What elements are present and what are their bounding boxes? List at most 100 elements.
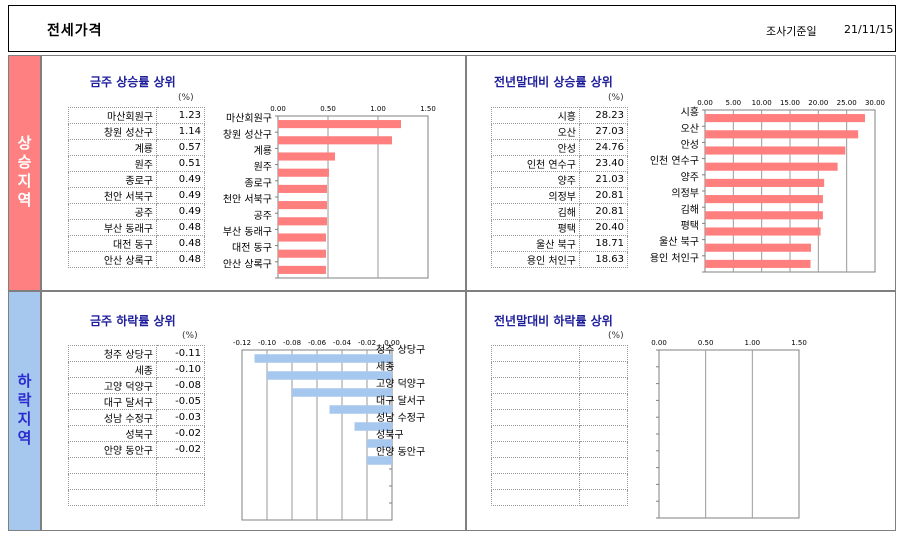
rate-value — [156, 473, 205, 490]
region-name — [491, 457, 580, 474]
bar — [705, 130, 859, 139]
rate-value: 18.63 — [579, 251, 628, 268]
category-label: 의정부 — [671, 188, 699, 200]
weekly-rise-table: 마산회원구 1.23 창원 성산구 1.14 계룡 0.57 원주 0.51 종로구 0.49 천안… — [68, 107, 205, 268]
bar — [705, 146, 846, 155]
bar — [278, 168, 329, 177]
rate-value: 27.03 — [579, 123, 628, 140]
rate-value: 24.76 — [579, 139, 628, 156]
survey-date: 21/11/15 — [844, 23, 894, 36]
category-label: 용인 처인구 — [650, 252, 699, 264]
region-name — [491, 473, 580, 490]
category-label: 마산회원구 — [226, 113, 272, 125]
rate-value — [579, 441, 628, 458]
bar — [278, 249, 326, 258]
category-label: 대구 달서구 — [376, 395, 425, 407]
bar — [267, 371, 392, 380]
table-row: 공주 0.49 — [68, 203, 205, 220]
table-row: 용인 처인구 18.63 — [491, 251, 628, 268]
fall-region-text: 하락지역 — [15, 373, 33, 449]
weekly-fall-panel: 금주 하락률 상위 (%) 청주 상당구 -0.11 세종 -0.10 고양 덕양구 -0… — [41, 291, 466, 531]
rate-value: 20.81 — [579, 187, 628, 204]
fall-region-label: 하락지역 — [8, 291, 41, 531]
rate-value — [579, 409, 628, 426]
category-label: 평택 — [681, 220, 699, 232]
table-row: 천안 서북구 0.49 — [68, 187, 205, 204]
rate-value: 1.14 — [156, 123, 205, 140]
rate-value — [579, 377, 628, 394]
x-tick-label: 10.00 — [752, 99, 772, 107]
x-tick-label: -0.06 — [308, 339, 327, 347]
bar — [367, 456, 392, 465]
x-tick-label: 1.50 — [420, 105, 436, 113]
bar — [705, 114, 865, 123]
region-name — [491, 409, 580, 426]
table-row — [68, 457, 205, 474]
x-tick-label: 5.00 — [726, 99, 742, 107]
region-name: 안산 상록구 — [68, 251, 157, 268]
x-tick-label: 0.00 — [651, 339, 667, 347]
rate-value: 20.40 — [579, 219, 628, 236]
report-header: 전세가격 조사기준일 21/11/15 — [8, 5, 896, 52]
region-name: 부산 동래구 — [68, 219, 157, 236]
region-name: 인천 연수구 — [491, 155, 580, 172]
x-tick-label: 1.00 — [745, 339, 761, 347]
bar — [329, 405, 392, 414]
rate-value — [156, 489, 205, 506]
region-name: 종로구 — [68, 171, 157, 188]
region-name: 안양 동안구 — [68, 441, 157, 458]
table-row — [491, 345, 628, 362]
weekly-fall-table: 청주 상당구 -0.11 세종 -0.10 고양 덕양구 -0.08 대구 달서구 -0.05… — [68, 345, 205, 506]
table-row: 고양 덕양구 -0.08 — [68, 377, 205, 394]
ytd-rise-panel: 전년말대비 상승률 상위 (%) 시흥 28.23 오산 27.03 안성 24.76 인천… — [466, 55, 896, 291]
weekly-fall-unit: (%) — [182, 331, 198, 341]
rate-value — [579, 457, 628, 474]
category-label: 울산 북구 — [659, 236, 699, 248]
table-row: 안성 24.76 — [491, 139, 628, 156]
region-name: 대전 동구 — [68, 235, 157, 252]
x-tick-label: -0.10 — [258, 339, 276, 347]
rate-value: -0.02 — [156, 425, 205, 442]
region-name — [491, 441, 580, 458]
table-row: 시흥 28.23 — [491, 107, 628, 124]
bar — [278, 184, 327, 193]
x-tick-label: 15.00 — [780, 99, 800, 107]
table-row: 안양 동안구 -0.02 — [68, 441, 205, 458]
rate-value: -0.08 — [156, 377, 205, 394]
category-label: 안산 상록구 — [223, 258, 272, 270]
rate-value: 1.23 — [156, 107, 205, 124]
region-name — [491, 345, 580, 362]
x-tick-label: -0.12 — [233, 339, 251, 347]
category-label: 원주 — [254, 161, 272, 173]
region-name: 용인 처인구 — [491, 251, 580, 268]
bar — [254, 354, 392, 363]
bar — [278, 201, 327, 210]
bar — [367, 439, 392, 448]
table-row: 성남 수정구 -0.03 — [68, 409, 205, 426]
region-name: 창원 성산구 — [68, 123, 157, 140]
region-name: 청주 상당구 — [68, 345, 157, 362]
category-label: 김해 — [681, 203, 699, 216]
region-name — [68, 489, 157, 506]
table-row — [491, 425, 628, 442]
region-name — [491, 489, 580, 506]
region-name — [491, 425, 580, 442]
category-label: 천안 서북구 — [223, 194, 272, 206]
rate-value: 0.48 — [156, 235, 205, 252]
category-label: 부산 동래구 — [223, 226, 272, 238]
table-row — [491, 441, 628, 458]
table-row: 종로구 0.49 — [68, 171, 205, 188]
x-tick-label: 0.50 — [698, 339, 714, 347]
category-label: 창원 성산구 — [223, 129, 272, 141]
region-name: 평택 — [491, 219, 580, 236]
table-row: 평택 20.40 — [491, 219, 628, 236]
x-tick-label: 30.00 — [865, 99, 885, 107]
category-label: 세종 — [376, 361, 394, 373]
region-name: 성북구 — [68, 425, 157, 442]
x-tick-label: 0.00 — [384, 339, 400, 347]
region-name: 의정부 — [491, 187, 580, 204]
rate-value: -0.03 — [156, 409, 205, 426]
region-name: 성남 수정구 — [68, 409, 157, 426]
bar — [278, 217, 327, 226]
region-name: 울산 북구 — [491, 235, 580, 252]
